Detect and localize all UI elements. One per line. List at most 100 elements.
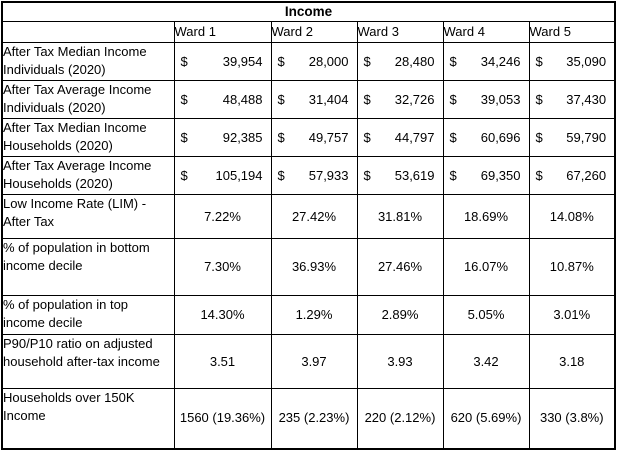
currency-value: $48,488 (175, 91, 270, 109)
currency-amount: 59,790 (566, 129, 607, 145)
currency-cell: $59,790 (528, 118, 616, 157)
currency-symbol: $ (277, 53, 285, 69)
currency-symbol: $ (535, 91, 543, 107)
row-label: Low Income Rate (LIM) - After Tax (1, 194, 175, 239)
currency-cell: $92,385 (173, 118, 272, 157)
table-row: % of population in bottom income decile 7… (1, 238, 616, 296)
currency-value: $49,757 (272, 129, 356, 147)
currency-cell: $32,726 (356, 80, 444, 119)
title-row: Income (1, 1, 616, 22)
currency-value: $60,696 (444, 129, 528, 147)
currency-amount: 34,246 (480, 53, 521, 69)
column-header-ward-2: Ward 2 (270, 21, 358, 43)
currency-amount: 28,480 (394, 53, 435, 69)
table-row: After Tax Median Income Households (2020… (1, 118, 616, 157)
table-row: P90/P10 ratio on adjusted household afte… (1, 334, 616, 389)
value-cell: 7.22% (173, 194, 272, 239)
currency-value: $31,404 (272, 91, 356, 109)
value-cell: 1560 (19.36%) (173, 388, 272, 449)
currency-symbol: $ (535, 53, 543, 69)
currency-value: $67,260 (530, 167, 614, 185)
currency-cell: $67,260 (528, 156, 616, 195)
currency-symbol: $ (277, 167, 285, 183)
value-cell: 5.05% (442, 295, 530, 335)
value-cell: 2.89% (356, 295, 444, 335)
currency-cell: $28,000 (270, 42, 358, 81)
value-cell: 220 (2.12%) (356, 388, 444, 449)
currency-value: $105,194 (175, 167, 270, 185)
currency-amount: 69,350 (480, 167, 521, 183)
column-header-ward-4: Ward 4 (442, 21, 530, 43)
currency-value: $37,430 (530, 91, 614, 109)
value-cell: 3.01% (528, 295, 616, 335)
currency-cell: $37,430 (528, 80, 616, 119)
currency-symbol: $ (180, 167, 188, 183)
currency-cell: $69,350 (442, 156, 530, 195)
currency-cell: $34,246 (442, 42, 530, 81)
value-cell: 14.30% (173, 295, 272, 335)
table-row: Low Income Rate (LIM) - After Tax 7.22% 27… (1, 194, 616, 239)
currency-symbol: $ (363, 129, 371, 145)
table-row: % of population in top income decile 14.3… (1, 295, 616, 335)
value-cell: 3.93 (356, 334, 444, 389)
value-cell: 3.42 (442, 334, 530, 389)
table-row: After Tax Average Income Households (202… (1, 156, 616, 195)
currency-value: $92,385 (175, 129, 270, 147)
currency-amount: 39,053 (480, 91, 521, 107)
currency-symbol: $ (535, 167, 543, 183)
currency-cell: $39,954 (173, 42, 272, 81)
column-header-ward-5: Ward 5 (528, 21, 616, 43)
row-label: % of population in top income decile (1, 295, 175, 335)
row-label: After Tax Median Income Households (2020… (1, 118, 175, 157)
row-label: After Tax Average Income Individuals (20… (1, 80, 175, 119)
currency-cell: $44,797 (356, 118, 444, 157)
value-cell: 31.81% (356, 194, 444, 239)
currency-value: $28,480 (358, 53, 442, 71)
currency-cell: $28,480 (356, 42, 444, 81)
value-cell: 330 (3.8%) (528, 388, 616, 449)
currency-symbol: $ (180, 53, 188, 69)
value-cell: 27.42% (270, 194, 358, 239)
currency-amount: 53,619 (394, 167, 435, 183)
value-cell: 1.29% (270, 295, 358, 335)
table-row: Households over 150K Income 1560 (19.36%)… (1, 388, 616, 449)
currency-symbol: $ (449, 91, 457, 107)
currency-symbol: $ (363, 53, 371, 69)
value-cell: 18.69% (442, 194, 530, 239)
currency-amount: 57,933 (308, 167, 349, 183)
currency-value: $39,954 (175, 53, 270, 71)
currency-value: $28,000 (272, 53, 356, 71)
row-label: Households over 150K Income (1, 388, 175, 449)
currency-cell: $49,757 (270, 118, 358, 157)
currency-amount: 49,757 (308, 129, 349, 145)
currency-symbol: $ (449, 53, 457, 69)
currency-cell: $53,619 (356, 156, 444, 195)
value-cell: 3.97 (270, 334, 358, 389)
currency-amount: 39,954 (222, 53, 263, 69)
currency-amount: 37,430 (566, 91, 607, 107)
table-title: Income (1, 1, 616, 22)
value-cell: 235 (2.23%) (270, 388, 358, 449)
row-label: P90/P10 ratio on adjusted household afte… (1, 334, 175, 389)
currency-symbol: $ (180, 129, 188, 145)
row-label: After Tax Average Income Households (202… (1, 156, 175, 195)
currency-symbol: $ (449, 167, 457, 183)
value-cell: 620 (5.69%) (442, 388, 530, 449)
currency-value: $53,619 (358, 167, 442, 185)
income-table: Income Ward 1 Ward 2 Ward 3 Ward 4 Ward 5 Af… (1, 1, 617, 450)
value-cell: 3.51 (173, 334, 272, 389)
currency-cell: $35,090 (528, 42, 616, 81)
value-cell: 14.08% (528, 194, 616, 239)
currency-symbol: $ (277, 129, 285, 145)
column-header-ward-3: Ward 3 (356, 21, 444, 43)
currency-value: $35,090 (530, 53, 614, 71)
currency-value: $32,726 (358, 91, 442, 109)
currency-cell: $60,696 (442, 118, 530, 157)
currency-cell: $105,194 (173, 156, 272, 195)
value-cell: 10.87% (528, 238, 616, 296)
currency-amount: 92,385 (222, 129, 263, 145)
corner-cell (1, 21, 175, 43)
currency-value: $39,053 (444, 91, 528, 109)
income-table-body: After Tax Median Income Individuals (202… (1, 42, 616, 449)
